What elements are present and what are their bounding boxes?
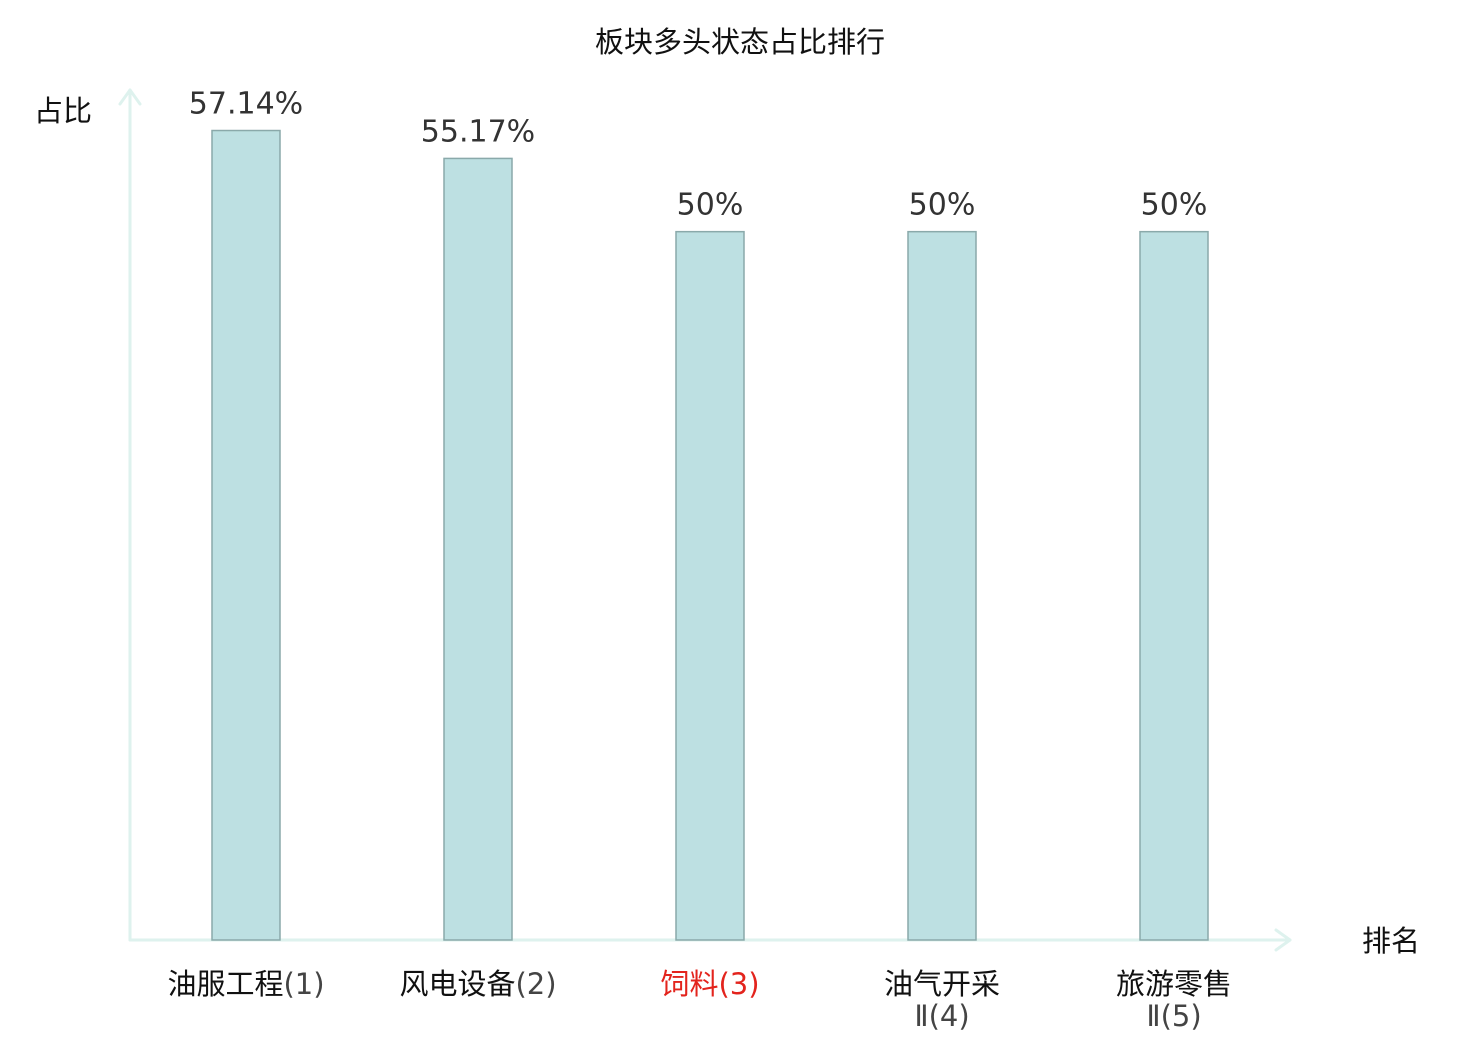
category-label-2: 风电设备(2)	[399, 967, 556, 1001]
bars-group	[211, 129, 1209, 941]
category-label-1: 油服工程(1)	[167, 967, 324, 1001]
category-labels-group: 油服工程(1) 风电设备(2) 饲料(3) 油气开采 Ⅱ(4) 旅游零售 Ⅱ(5)	[167, 967, 1232, 1033]
value-label-1: 57.14%	[189, 87, 303, 122]
category-label-3: 饲料(3)	[660, 967, 759, 1001]
chart-title: 板块多头状态占比排行	[595, 25, 885, 59]
category-label-4: 油气开采 Ⅱ(4)	[884, 967, 1000, 1033]
category-label-5: 旅游零售 Ⅱ(5)	[1116, 967, 1232, 1033]
bar-4	[907, 230, 977, 941]
y-axis-arrow	[118, 88, 142, 106]
y-axis-label: 占比	[34, 94, 92, 128]
bar-3	[675, 230, 745, 941]
value-label-4: 50%	[909, 188, 976, 223]
value-label-5: 50%	[1141, 188, 1208, 223]
value-label-3: 50%	[677, 188, 744, 223]
x-axis-arrow	[1274, 928, 1292, 952]
value-labels-group: 57.14% 55.17% 50% 50% 50%	[189, 87, 1208, 223]
value-label-2: 55.17%	[421, 114, 535, 149]
bar-1	[211, 129, 281, 941]
bar-2	[443, 157, 513, 941]
bar-5	[1139, 230, 1209, 941]
x-axis-label: 排名	[1362, 924, 1420, 958]
